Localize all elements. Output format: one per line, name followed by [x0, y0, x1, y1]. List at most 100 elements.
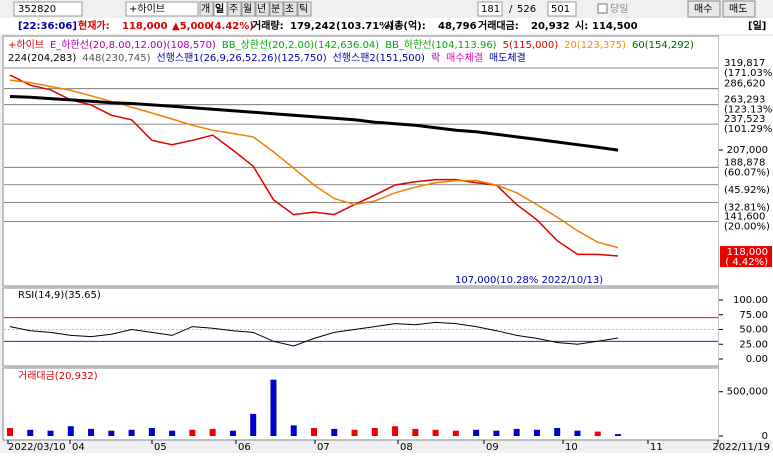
volume-bar — [473, 429, 480, 436]
legend-entry: 20(123,375) — [564, 40, 626, 51]
volume-bar — [351, 429, 358, 436]
today-check[interactable] — [597, 3, 608, 14]
level-pct: (101.29%) — [724, 124, 773, 135]
buy-button[interactable] — [687, 0, 721, 18]
period-button[interactable] — [241, 1, 256, 17]
x-tick-label: 10 — [565, 442, 578, 453]
name-input[interactable] — [125, 1, 199, 17]
amount: 20,932 — [531, 21, 570, 32]
volume-bar — [128, 429, 135, 436]
level-label: 188,878 — [724, 157, 765, 168]
volume-bar — [554, 428, 561, 436]
volume-bar — [169, 430, 176, 436]
x-tick-label: 06 — [238, 442, 251, 453]
legend-entry: 448(230,745) — [82, 53, 150, 64]
code: 352820 — [18, 4, 56, 15]
volume-bar — [290, 425, 297, 436]
x-tick-label: 08 — [400, 442, 413, 453]
legend: RSI(14,9)(35.65) — [18, 290, 101, 301]
name: +하이브 — [129, 2, 165, 15]
period-button[interactable] — [227, 1, 242, 17]
level-pct: (20.00%) — [724, 222, 770, 233]
slash: / — [509, 4, 513, 15]
level-pct: (45.92%) — [724, 185, 770, 196]
price-panel — [2, 35, 720, 287]
y-tick-label: 0.00 — [746, 354, 768, 365]
legend-entry: 매도체결 — [489, 52, 526, 64]
visible: 501 — [551, 4, 570, 15]
period-button[interactable] — [255, 1, 270, 17]
legend-entry: 224(204,283) — [8, 53, 76, 64]
count-input[interactable] — [477, 1, 503, 17]
volume-bar — [615, 434, 621, 436]
legend-entry: 60(154,292) — [632, 40, 694, 51]
change: ▲5,000 — [172, 21, 211, 32]
volume-bar — [47, 430, 54, 436]
period-button-label: 일 — [215, 2, 224, 15]
x-tick-label: 2022/03/10 — [8, 442, 66, 453]
current-price-box — [720, 246, 772, 268]
level-pct: (123.13%) — [724, 105, 773, 116]
sell-button[interactable] — [722, 0, 756, 18]
legend-entry: E_하한선(20,8.00,12.00)(108,570) — [50, 38, 216, 51]
period: [일] — [748, 19, 766, 32]
price-line — [9, 95, 619, 152]
volume-bar — [432, 429, 439, 436]
volume-bar — [392, 426, 399, 436]
period-button-label: 초 — [285, 3, 294, 15]
period-button[interactable] — [297, 1, 312, 17]
cap-label: 시총(억): — [385, 19, 426, 32]
legend-entry: 5(115,000) — [503, 40, 559, 51]
y-tick-label: 75.00 — [739, 310, 768, 321]
amount-label: 거래대금: — [478, 19, 519, 32]
price: 118,000 — [122, 21, 168, 32]
code-input[interactable] — [13, 1, 83, 17]
period-button[interactable] — [283, 1, 298, 17]
volume-bar — [594, 431, 601, 436]
y-tick-label: 25.00 — [739, 339, 768, 350]
x-tick-label: 2022/11/19 — [712, 442, 770, 453]
count: 181 — [481, 4, 500, 15]
volume-bar — [27, 429, 34, 436]
volume-bar — [189, 429, 196, 436]
open: 114,500 — [592, 21, 638, 32]
legend-entry: 선행스팬2(151,500) — [333, 52, 425, 64]
total: 526 — [517, 4, 536, 15]
level-label: 263,293 — [724, 95, 765, 106]
level-pct: (32.81%) — [724, 203, 770, 214]
period-button[interactable] — [213, 1, 228, 17]
right-axis — [719, 36, 773, 440]
volume-bar — [270, 379, 277, 436]
y-tick-label: 500,000 — [727, 387, 768, 398]
level-label: 286,620 — [724, 79, 765, 90]
legend: 거래대금(20,932) — [18, 370, 98, 382]
cap: 48,796 — [438, 21, 477, 32]
open-label: 시: — [575, 20, 588, 32]
volume-bar — [513, 428, 520, 436]
level-pct: (60.07%) — [724, 167, 770, 178]
volume-bar — [108, 430, 115, 436]
price-line — [9, 74, 619, 257]
level-label: 319,817 — [724, 58, 765, 69]
period-button-label: 개 — [201, 3, 210, 15]
volume-label: 거래량: — [252, 19, 284, 32]
period-button[interactable] — [199, 1, 214, 17]
buy: 매수 — [694, 3, 712, 15]
level-label: 237,523 — [724, 114, 765, 125]
legend-entry: 락 — [431, 52, 440, 64]
period-button[interactable] — [269, 1, 284, 17]
period-button-label: 분 — [271, 3, 280, 15]
level-label: 141,600 — [724, 212, 765, 223]
current-price: 118,000 — [727, 247, 768, 258]
y-tick-label: 100.00 — [733, 295, 768, 306]
visible-input[interactable] — [547, 1, 577, 17]
legend-entry: +하이브 — [8, 38, 44, 51]
legend-entry: 선행스팬1(26,9,26,52,26)(125,750) — [157, 52, 327, 64]
legend-entry: BB_상한선(20,2.00)(142,636.04) — [222, 39, 379, 51]
y-tick-label: 207,000 — [727, 145, 768, 156]
volume-bar — [331, 428, 338, 436]
level-pct: (171.03%) — [724, 68, 773, 79]
price-label: 현재가: — [78, 19, 110, 32]
y-tick-label: 0 — [762, 431, 768, 442]
